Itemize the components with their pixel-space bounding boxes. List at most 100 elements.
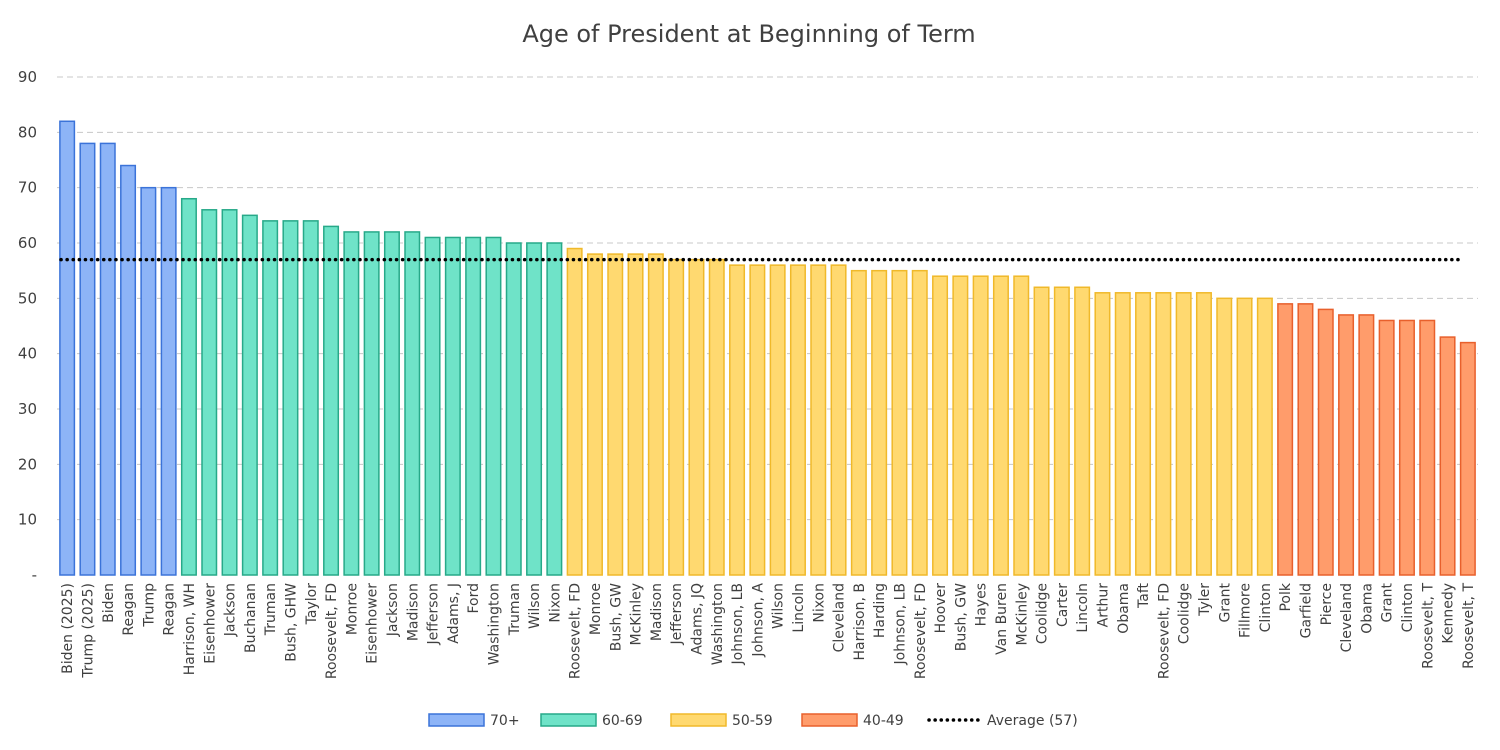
bar (79, 142, 96, 576)
x-tick-label: Roosevelt, FD (913, 583, 929, 679)
bar (1175, 292, 1192, 576)
bar (668, 258, 685, 576)
bar (952, 275, 969, 576)
bar (1135, 292, 1152, 576)
bar (404, 231, 421, 576)
x-tick-label: Lincoln (791, 583, 807, 633)
x-tick-label: Biden (2025) (60, 583, 76, 674)
bar (789, 264, 806, 576)
x-tick-label: Garfield (1298, 583, 1314, 638)
y-tick-label: 60 (18, 234, 37, 252)
bar (586, 253, 603, 576)
x-tick-label: Jefferson (426, 583, 442, 646)
legend-swatch (670, 713, 727, 727)
x-axis-labels: Biden (2025) Trump (2025) Biden Reagan Trump… (60, 582, 1477, 679)
bar (749, 264, 766, 576)
x-tick-label: Obama (1359, 583, 1375, 634)
bar (647, 253, 664, 576)
bar (546, 242, 563, 576)
x-tick-label: Reagan (162, 583, 178, 636)
x-tick-label: Monroe (588, 583, 604, 635)
legend-swatch (540, 713, 597, 727)
bar (1195, 292, 1212, 576)
bar (830, 264, 847, 576)
bar (1013, 275, 1030, 576)
bar (160, 186, 177, 576)
bar (1236, 297, 1253, 576)
x-tick-label: Truman (263, 583, 279, 636)
x-tick-label: Trump (2025) (80, 583, 96, 679)
x-tick-label: Taft (1136, 583, 1152, 609)
bar (505, 242, 522, 576)
x-tick-label: Truman (507, 583, 523, 636)
x-tick-label: Johnson, LB (892, 583, 908, 665)
legend-label: 40-49 (863, 713, 904, 729)
x-tick-label: Eisenhower (202, 583, 218, 664)
x-tick-label: Van Buren (994, 583, 1010, 655)
x-tick-label: Coolidge (1035, 583, 1051, 644)
x-tick-label: Buchanan (243, 583, 259, 653)
x-tick-label: Monroe (344, 583, 360, 635)
x-tick-label: Clinton (1258, 583, 1274, 632)
bar (810, 264, 827, 576)
bar (688, 258, 705, 576)
bar (221, 209, 238, 576)
legend-label: Average (57) (987, 713, 1078, 729)
bar (302, 220, 319, 576)
bar (424, 236, 441, 576)
bar (282, 220, 299, 576)
x-tick-label: Bush, GW (953, 583, 969, 651)
bar (932, 275, 949, 576)
x-tick-label: Nixon (811, 583, 827, 623)
bar (1439, 336, 1456, 576)
x-tick-label: Trump (141, 583, 157, 628)
bar (201, 209, 218, 576)
y-axis-ticks: - 10 20 30 40 50 60 70 80 90 (18, 68, 37, 584)
x-tick-label: Cleveland (1339, 583, 1355, 652)
y-tick-label: 50 (18, 289, 37, 307)
x-tick-label: Ford (466, 583, 482, 614)
x-tick-label: Wilson (527, 583, 543, 629)
legend: 70+ 60-69 50-59 40-49 Average (57) (428, 713, 1078, 729)
x-tick-label: Eisenhower (365, 583, 381, 664)
legend-swatch (428, 713, 485, 727)
bar (1338, 314, 1355, 576)
bar (140, 186, 157, 576)
bar (1378, 319, 1395, 576)
bar (1094, 292, 1111, 576)
x-tick-label: Clinton (1400, 583, 1416, 632)
bar (891, 269, 908, 576)
bar (1358, 314, 1375, 576)
y-tick-label: 90 (18, 68, 37, 86)
x-tick-label: Reagan (121, 583, 137, 636)
x-tick-label: Adams, JQ (689, 583, 705, 655)
x-tick-label: Harrison, WH (182, 583, 198, 675)
x-tick-label: Madison (649, 583, 665, 641)
x-tick-label: Jefferson (669, 583, 685, 646)
bar (566, 247, 583, 576)
x-tick-label: Roosevelt, FD (1156, 583, 1172, 679)
y-tick-label: - (32, 566, 37, 584)
x-tick-label: Coolidge (1177, 583, 1193, 644)
x-tick-label: Washington (710, 583, 726, 665)
bar (708, 258, 725, 576)
bar (241, 214, 258, 576)
x-tick-label: Hoover (933, 583, 949, 634)
bar (627, 253, 644, 576)
x-tick-label: Madison (405, 583, 421, 641)
bar (729, 264, 746, 576)
x-tick-label: Cleveland (832, 583, 848, 652)
bars (59, 120, 1476, 576)
bar (59, 120, 76, 576)
bar (1297, 303, 1314, 576)
x-tick-label: Roosevelt, T (1420, 583, 1436, 669)
bar (1277, 303, 1294, 576)
x-tick-label: Grant (1217, 582, 1233, 622)
x-tick-label: Johnson, A (750, 583, 766, 658)
x-tick-label: McKinley (1014, 583, 1030, 646)
x-tick-label: Bush, GHW (283, 583, 299, 662)
bar (383, 231, 400, 576)
bar (1398, 319, 1415, 576)
bar (485, 236, 502, 576)
